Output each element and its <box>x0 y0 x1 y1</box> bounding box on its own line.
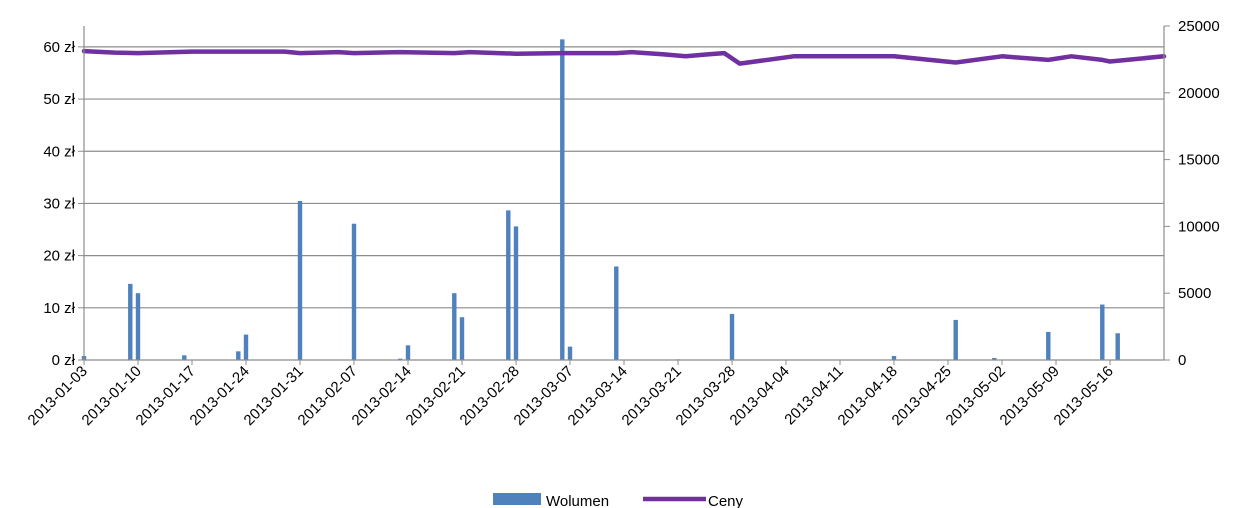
y-right-tick-label-25000: 25000 <box>1178 18 1220 35</box>
bar-wolumen-23 <box>1100 304 1105 360</box>
legend: Wolumen Ceny <box>493 493 744 508</box>
legend-item-wolumen: Wolumen <box>493 493 609 508</box>
y-left-tick-label-60: 60 zł <box>43 39 75 56</box>
legend-label-ceny: Ceny <box>708 493 744 508</box>
y-left-tick-label-20: 20 zł <box>43 248 75 265</box>
bar-wolumen-6 <box>297 201 303 360</box>
bar-wolumen-8 <box>398 358 403 360</box>
bar-wolumen-15 <box>567 346 573 360</box>
bar-wolumen-24 <box>1115 333 1120 360</box>
y-left-tick-label-40: 40 zł <box>43 143 75 160</box>
bar-wolumen-13 <box>513 226 519 360</box>
bar-wolumen-19 <box>891 355 897 360</box>
bar-wolumen-7 <box>351 223 357 360</box>
bar-wolumen-10 <box>452 293 457 360</box>
bar-wolumen-21 <box>992 357 997 360</box>
bar-wolumen-22 <box>1046 331 1051 360</box>
bar-wolumen-5 <box>243 334 249 360</box>
bar-wolumen-11 <box>459 317 465 360</box>
bar-wolumen-14 <box>560 39 565 361</box>
bar-wolumen-1 <box>128 283 133 360</box>
bar-wolumen-4 <box>236 351 241 360</box>
series-line-ceny <box>81 48 1167 66</box>
bar-wolumen-20 <box>953 319 958 360</box>
legend-swatch-wolumen <box>493 493 541 505</box>
legend-item-ceny: Ceny <box>643 493 744 508</box>
legend-label-wolumen: Wolumen <box>546 493 609 508</box>
y-left-tick-label-30: 30 zł <box>43 195 75 212</box>
y-right-tick-label-15000: 15000 <box>1178 152 1220 169</box>
y-left-tick-label-10: 10 zł <box>43 300 75 317</box>
y-axis-left-tick-labels: 0 zł 10 zł 20 zł 30 zł 40 zł 50 zł 60 zł <box>43 39 75 369</box>
y-right-tick-label-20000: 20000 <box>1178 85 1220 102</box>
volume-bars <box>81 39 1120 361</box>
y-right-tick-label-10000: 10000 <box>1178 218 1220 235</box>
y-left-tick-label-50: 50 zł <box>43 91 75 108</box>
axes <box>78 25 1170 365</box>
bar-wolumen-18 <box>729 313 735 360</box>
bar-wolumen-16 <box>614 266 619 360</box>
bar-wolumen-9 <box>405 345 411 360</box>
x-axis-tick-labels: 2013-01-032013-01-102013-01-172013-01-24… <box>25 363 1117 429</box>
y-left-tick-label-0: 0 zł <box>52 352 76 369</box>
y-axis-right-tick-labels: 0 5000 10000 15000 20000 25000 <box>1178 18 1220 369</box>
gridlines <box>84 46 1164 309</box>
bar-wolumen-2 <box>135 293 141 360</box>
bar-wolumen-3 <box>182 355 187 360</box>
bar-wolumen-12 <box>506 210 511 360</box>
y-right-tick-label-0: 0 <box>1178 352 1186 369</box>
y-right-tick-label-5000: 5000 <box>1178 285 1211 302</box>
